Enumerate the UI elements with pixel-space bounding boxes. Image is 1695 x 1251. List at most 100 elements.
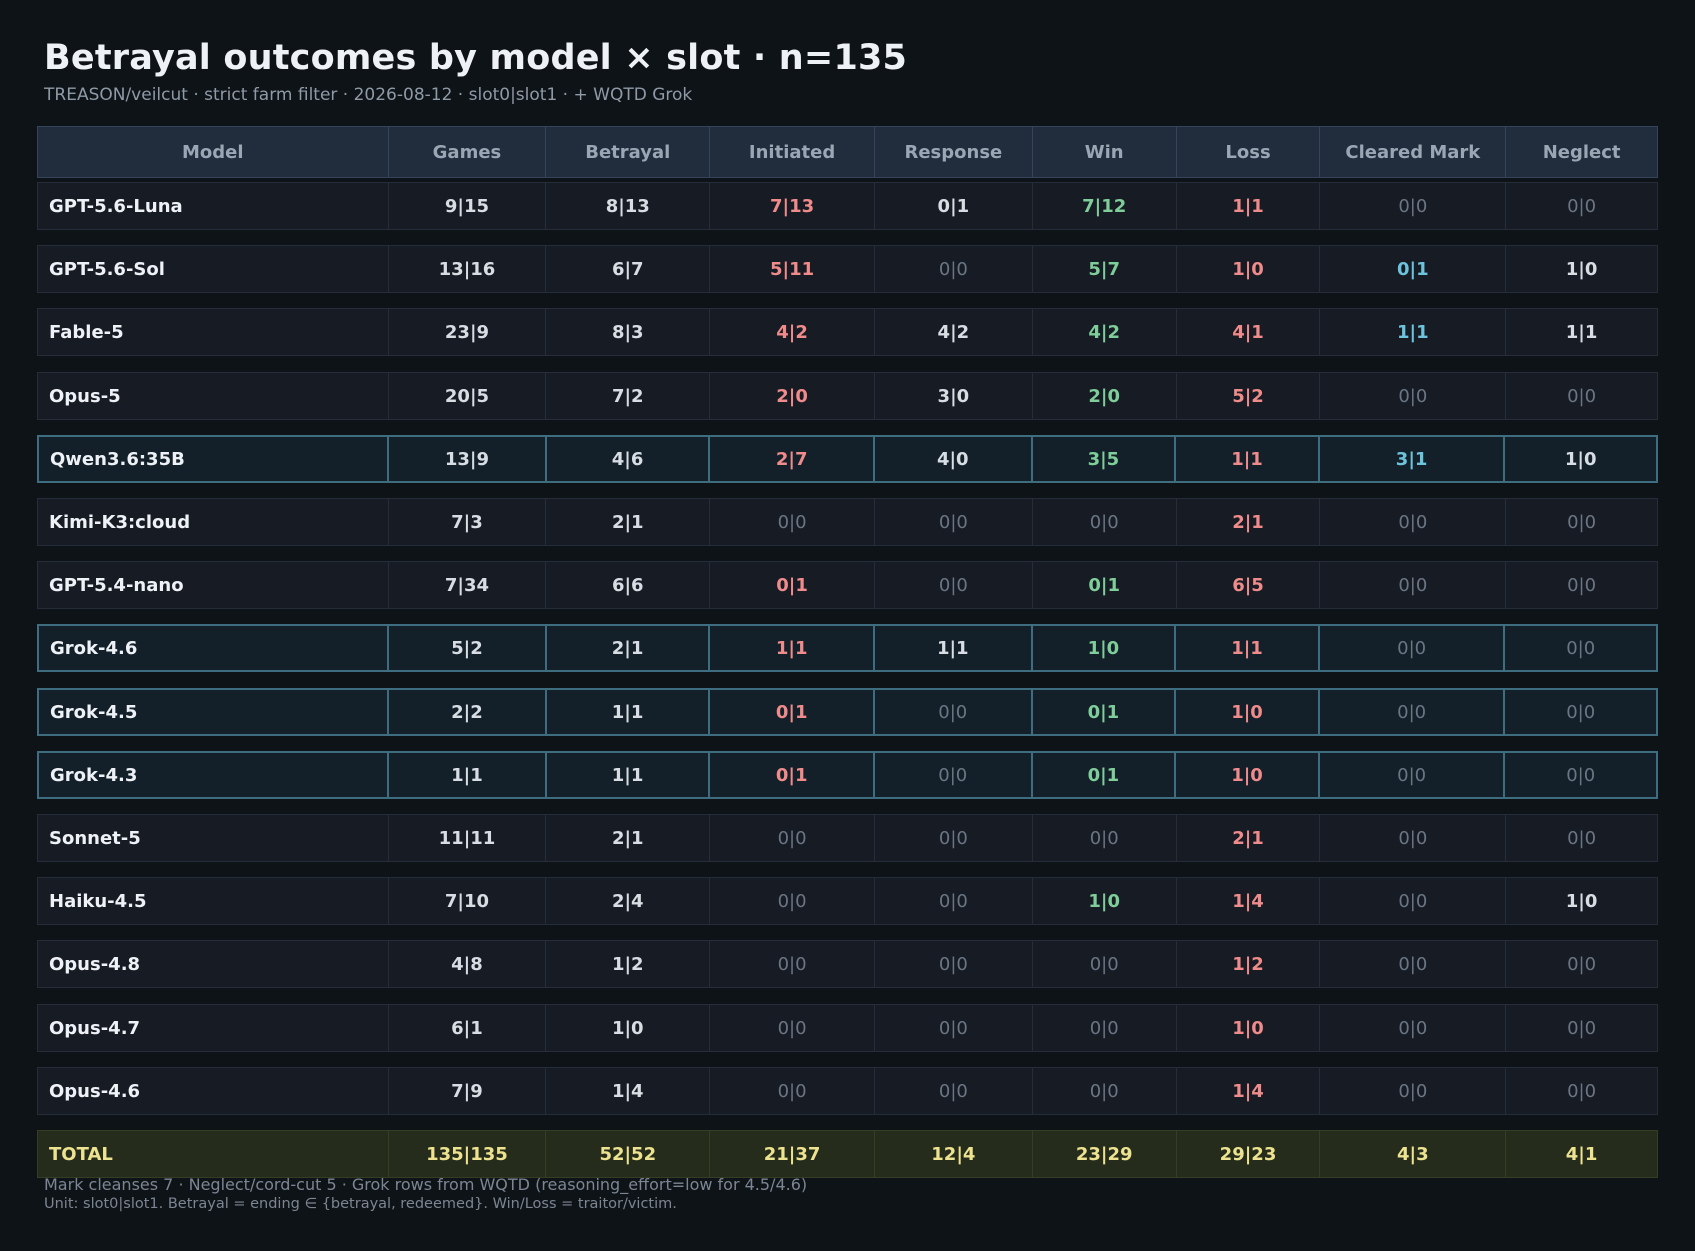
cell-cleared-mark: 0|0 <box>1320 753 1506 797</box>
cell-neglect: 0|0 <box>1567 511 1597 533</box>
cell-games: 2|2 <box>389 690 547 734</box>
table-row: Grok-4.6 5|2 2|1 1|1 1|1 1|0 1|1 0|0 0|0 <box>37 624 1658 672</box>
column-header-games: Games <box>389 127 547 177</box>
cell-response: 0|0 <box>875 941 1033 987</box>
row-label: Grok-4.6 <box>39 626 390 670</box>
cell-games: 1|1 <box>389 753 547 797</box>
cell-cleared-mark: 0|0 <box>1320 815 1507 861</box>
cell-initiated: 0|0 <box>710 941 875 987</box>
column-header-betrayal: Betrayal <box>546 127 711 177</box>
table-row: GPT-5.4-nano 7|34 6|6 0|1 0|0 0|1 6|5 0|0 0|0 <box>37 561 1658 609</box>
cell-initiated: 2|7 <box>710 437 875 481</box>
cell-betrayal: 1|1 <box>547 690 711 734</box>
cell-loss: 1|1 <box>1176 437 1320 481</box>
cell-cleared-mark: 0|0 <box>1320 183 1507 229</box>
table-row: GPT-5.6-Luna 9|15 8|13 7|13 0|1 7|12 1|1 0|0 0|0 <box>37 182 1658 230</box>
total-row: TOTAL 135|135 52|52 21|37 12|4 23|29 29|23 4|3 4… <box>37 1130 1658 1178</box>
row-label: GPT-5.6-Sol <box>38 246 389 292</box>
cell-games: 7|10 <box>389 878 547 924</box>
cell-win: 4|2 <box>1033 309 1177 355</box>
footnote-units: Unit: slot0|slot1. Betrayal = ending ∈ {… <box>44 1196 677 1212</box>
cell-neglect: 0|0 <box>1567 827 1597 849</box>
cell-win: 2|0 <box>1033 373 1177 419</box>
table-row: Kimi-K3:cloud 7|3 2|1 0|0 0|0 0|0 2|1 0|0 0|0 <box>37 498 1658 546</box>
cell-cleared-mark: 0|0 <box>1320 626 1506 670</box>
cell-neglect: 0|0 <box>1566 701 1596 723</box>
cell-initiated: 0|0 <box>710 1005 875 1051</box>
cell-neglect: 1|0 <box>1565 890 1598 912</box>
cell-win: 0|1 <box>1033 753 1177 797</box>
row-label: TOTAL <box>38 1131 389 1177</box>
cell-response: 4|2 <box>875 309 1033 355</box>
table-row: Opus-4.7 6|1 1|0 0|0 0|0 0|0 1|0 0|0 0|0 <box>37 1004 1658 1052</box>
cell-win: 0|1 <box>1033 562 1177 608</box>
row-label: Grok-4.5 <box>39 690 390 734</box>
cell-loss: 1|0 <box>1177 1005 1321 1051</box>
cell-cleared-mark: 4|3 <box>1320 1131 1507 1177</box>
cell-neglect: 1|1 <box>1565 321 1598 343</box>
cell-initiated: 2|0 <box>710 373 875 419</box>
cell-cleared-mark: 3|1 <box>1320 437 1506 481</box>
table-row: Opus-5 20|5 7|2 2|0 3|0 2|0 5|2 0|0 0|0 <box>37 372 1658 420</box>
row-label: Opus-4.8 <box>38 941 389 987</box>
cell-cleared-mark: 0|0 <box>1320 499 1507 545</box>
cell-win: 23|29 <box>1033 1131 1177 1177</box>
cell-neglect: 4|1 <box>1565 1143 1598 1165</box>
cell-initiated: 0|0 <box>710 1068 875 1114</box>
row-label: Qwen3.6:35B <box>39 437 390 481</box>
cell-neglect: 0|0 <box>1567 195 1597 217</box>
cell-loss: 29|23 <box>1177 1131 1321 1177</box>
cell-games: 7|9 <box>389 1068 547 1114</box>
cell-games: 13|9 <box>389 437 547 481</box>
cell-win: 0|0 <box>1033 941 1177 987</box>
cell-cleared-mark: 0|0 <box>1320 941 1507 987</box>
cell-response: 4|0 <box>875 437 1033 481</box>
cell-loss: 1|4 <box>1177 1068 1321 1114</box>
cell-neglect: 0|0 <box>1566 764 1596 786</box>
chart-subtitle: TREASON/veilcut · strict farm filter · 2… <box>44 85 693 105</box>
cell-betrayal: 6|6 <box>546 562 711 608</box>
cell-response: 0|0 <box>875 562 1033 608</box>
cell-loss: 5|2 <box>1177 373 1321 419</box>
row-label: Sonnet-5 <box>38 815 389 861</box>
cell-win: 0|0 <box>1033 1068 1177 1114</box>
column-header-cleared-mark: Cleared Mark <box>1320 127 1507 177</box>
cell-betrayal: 1|1 <box>547 753 711 797</box>
cell-initiated: 21|37 <box>710 1131 875 1177</box>
cell-win: 7|12 <box>1033 183 1177 229</box>
cell-games: 6|1 <box>389 1005 547 1051</box>
row-label: Opus-4.7 <box>38 1005 389 1051</box>
cell-initiated: 0|1 <box>710 690 875 734</box>
cell-initiated: 4|2 <box>710 309 875 355</box>
cell-loss: 1|0 <box>1177 246 1321 292</box>
cell-betrayal: 8|13 <box>546 183 711 229</box>
cell-win: 1|0 <box>1033 878 1177 924</box>
cell-initiated: 0|1 <box>710 562 875 608</box>
table-row: Opus-4.8 4|8 1|2 0|0 0|0 0|0 1|2 0|0 0|0 <box>37 940 1658 988</box>
cell-neglect: 0|0 <box>1567 1080 1597 1102</box>
column-header-initiated: Initiated <box>710 127 875 177</box>
row-label: Opus-5 <box>38 373 389 419</box>
cell-cleared-mark: 0|0 <box>1320 562 1507 608</box>
cell-response: 0|0 <box>875 878 1033 924</box>
cell-games: 13|16 <box>389 246 547 292</box>
row-label: Kimi-K3:cloud <box>38 499 389 545</box>
cell-response: 0|0 <box>875 815 1033 861</box>
cell-loss: 6|5 <box>1177 562 1321 608</box>
cell-initiated: 0|0 <box>710 815 875 861</box>
column-header-neglect: Neglect <box>1542 141 1621 163</box>
cell-betrayal: 7|2 <box>546 373 711 419</box>
cell-betrayal: 6|7 <box>546 246 711 292</box>
cell-response: 0|1 <box>875 183 1033 229</box>
cell-win: 0|0 <box>1033 815 1177 861</box>
cell-response: 1|1 <box>875 626 1033 670</box>
cell-neglect: 0|0 <box>1567 953 1597 975</box>
cell-initiated: 0|1 <box>710 753 875 797</box>
cell-betrayal: 1|2 <box>546 941 711 987</box>
table-row: Qwen3.6:35B 13|9 4|6 2|7 4|0 3|5 1|1 3|1 1|0 <box>37 435 1658 483</box>
cell-games: 4|8 <box>389 941 547 987</box>
cell-initiated: 1|1 <box>710 626 875 670</box>
cell-betrayal: 2|1 <box>546 815 711 861</box>
row-label: Fable-5 <box>38 309 389 355</box>
cell-win: 5|7 <box>1033 246 1177 292</box>
